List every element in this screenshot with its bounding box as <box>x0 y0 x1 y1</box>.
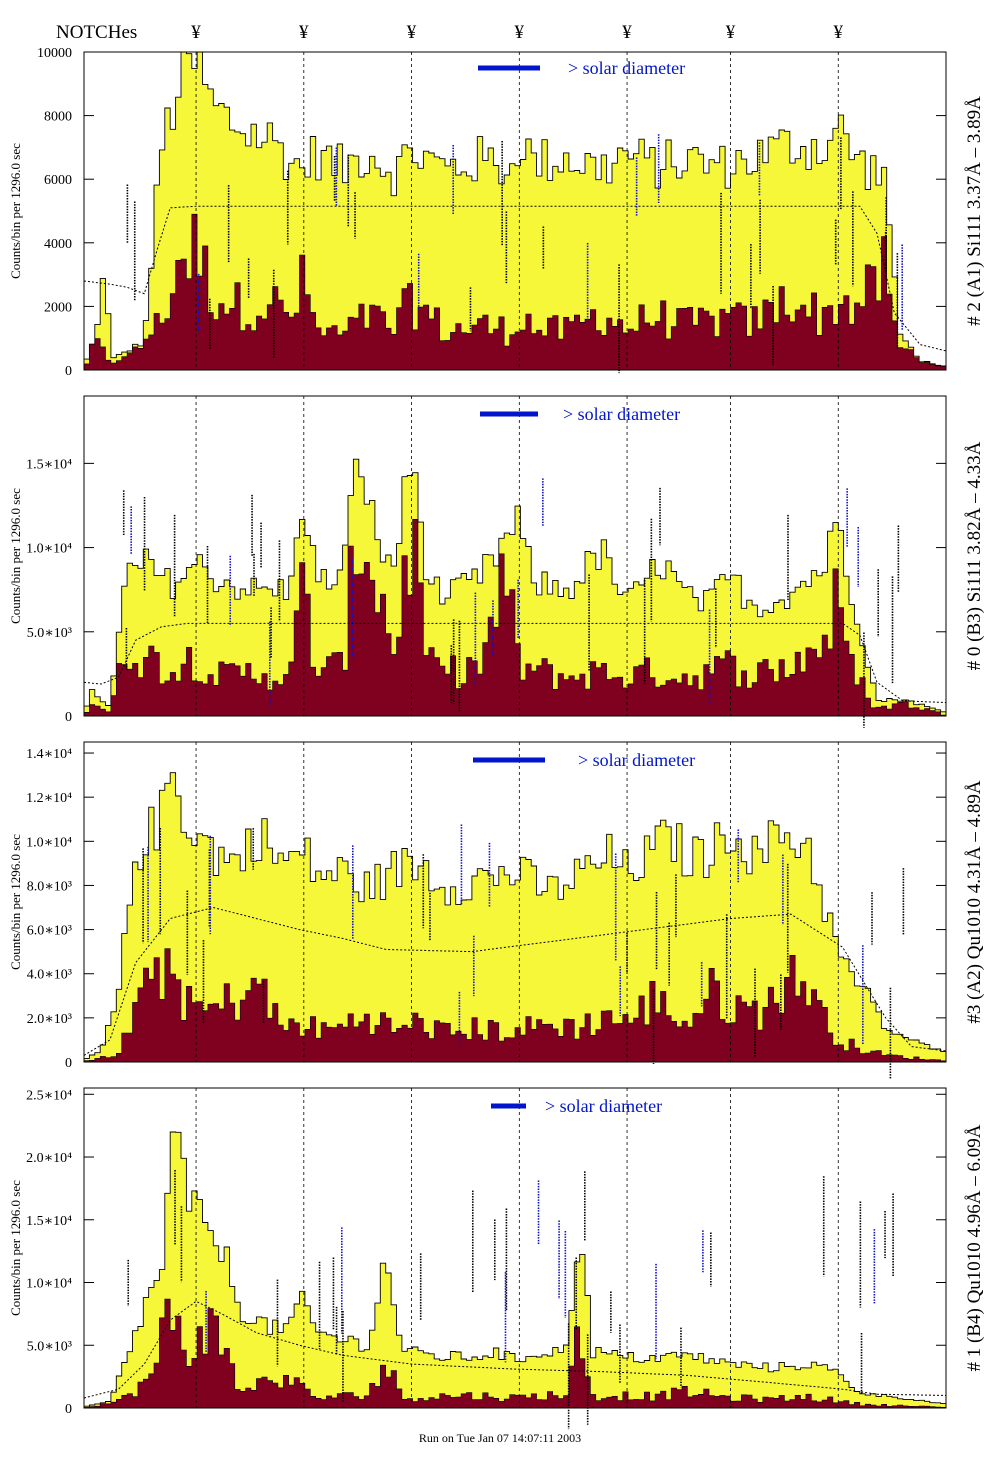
notch-marker-6: ¥ <box>726 22 736 43</box>
y-axis-label: Counts/bin per 1296.0 sec <box>8 834 23 970</box>
y-tick-label: 6000 <box>44 173 72 188</box>
plot-frame <box>83 1087 947 1409</box>
run-timestamp: Run on Tue Jan 07 14:07:11 2003 <box>419 1431 581 1445</box>
y-tick-label: 0 <box>65 710 72 725</box>
y-tick-label: 8000 <box>44 110 72 125</box>
solar-diameter-legend: > solar diameter <box>563 404 680 424</box>
y-tick-label: 1.4∗10⁴ <box>26 747 72 762</box>
panel-3: 0 2.0∗10³ 4.0∗10³ 6.0∗10³ 8.0∗10³ 1.0∗10⁴ 1.2∗… <box>8 741 985 1080</box>
y-tick-label: 10000 <box>37 46 72 61</box>
notch-header: NOTCHes ¥ ¥ ¥ ¥ ¥ ¥ ¥ <box>56 22 844 43</box>
panel-label: # 2 (A1) Si111 3.37Å – 3.89Å <box>964 96 985 326</box>
panel-4: 0 5.0∗10³ 1.0∗10⁴ 1.5∗10⁴ 2.0∗10⁴ 2.5∗10⁴ Coun… <box>8 1087 985 1430</box>
model-curve <box>83 205 947 352</box>
panel-label: # 1 (B4) Qu1010 4.96Å – 6.09Å <box>964 1124 985 1371</box>
y-tick-label: 0 <box>65 1402 72 1417</box>
y-tick-label: 1.0∗10⁴ <box>26 542 72 557</box>
plot-frame <box>83 741 947 1063</box>
y-tick-label: 2.0∗10³ <box>27 1012 72 1027</box>
y-tick-label: 1.2∗10⁴ <box>26 791 72 806</box>
model-curve <box>83 1300 947 1399</box>
y-axis-label: Counts/bin per 1296.0 sec <box>8 143 23 279</box>
y-tick-label: 0 <box>65 364 72 379</box>
model-curve <box>83 622 947 703</box>
notches-label: NOTCHes <box>56 22 137 43</box>
notch-marker-5: ¥ <box>622 22 632 43</box>
solar-diameter-legend: > solar diameter <box>578 750 695 770</box>
solar-diameter-legend: > solar diameter <box>545 1096 662 1116</box>
y-tick-label: 1.0∗10⁴ <box>26 835 72 850</box>
y-tick-label: 1.0∗10⁴ <box>26 1277 72 1292</box>
notch-marker-1: ¥ <box>191 22 201 43</box>
yellow-histogram <box>83 1131 947 1409</box>
dark-histogram <box>83 948 947 1063</box>
dark-histogram <box>83 1298 947 1409</box>
plot-frame <box>83 51 947 371</box>
notch-marker-7: ¥ <box>834 22 844 43</box>
panel-label: # 0 (B3) Si111 3.82Å – 4.33Å <box>964 441 985 670</box>
y-tick-label: 0 <box>65 1056 72 1071</box>
y-tick-label: 2.0∗10⁴ <box>26 1151 72 1166</box>
y-tick-label: 6.0∗10³ <box>27 924 72 939</box>
y-tick-label: 5.0∗10³ <box>27 626 72 641</box>
y-tick-label: 8.0∗10³ <box>27 879 72 894</box>
y-tick-label: 1.5∗10⁴ <box>26 1214 72 1229</box>
solar-diameter-legend: > solar diameter <box>568 58 685 78</box>
notch-marker-2: ¥ <box>299 22 309 43</box>
panel-2: 0 5.0∗10³ 1.0∗10⁴ 1.5∗10⁴ Counts/bin per 129… <box>8 395 985 728</box>
y-tick-label: 5.0∗10³ <box>27 1339 72 1354</box>
y-tick-label: 1.5∗10⁴ <box>26 457 72 472</box>
panel-label: #3 (A2) Qu1010 4.31Å – 4.89Å <box>964 780 985 1024</box>
plot-frame <box>83 395 947 717</box>
panel-1: 0 2000 4000 6000 8000 10000 Counts/bin per 129… <box>8 46 985 379</box>
dark-histogram <box>83 213 947 371</box>
y-tick-label: 2.5∗10⁴ <box>26 1088 72 1103</box>
y-axis-label: Counts/bin per 1296.0 sec <box>8 488 23 624</box>
y-tick-label: 4000 <box>44 237 72 252</box>
y-tick-label: 4.0∗10³ <box>27 968 72 983</box>
notch-marker-3: ¥ <box>407 22 417 43</box>
y-tick-label: 2000 <box>44 300 72 315</box>
notch-marker-4: ¥ <box>515 22 525 43</box>
y-axis-label: Counts/bin per 1296.0 sec <box>8 1180 23 1316</box>
